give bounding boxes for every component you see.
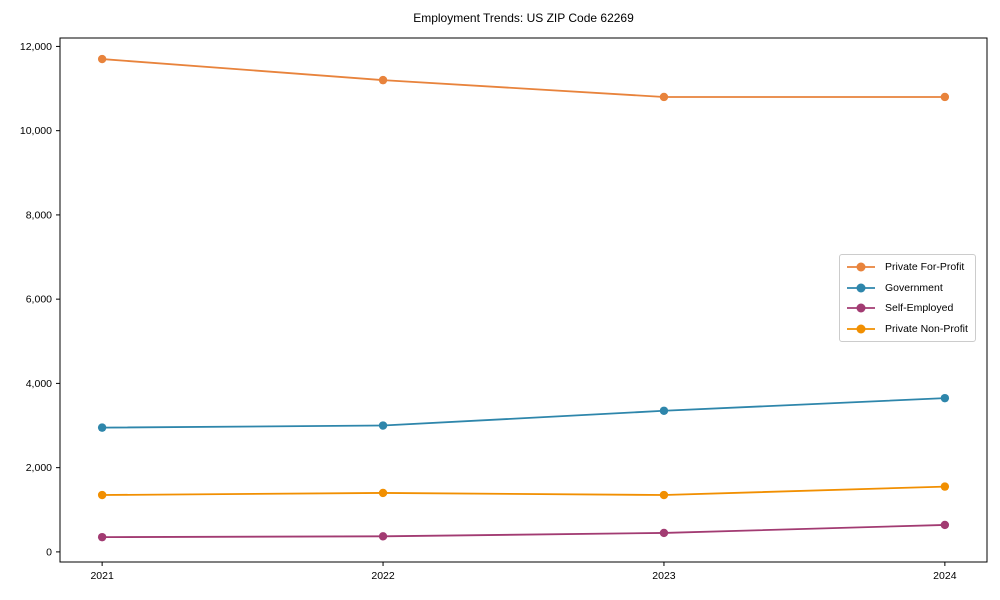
y-axis-tick-label: 4,000	[26, 378, 52, 390]
data-point-self-employed	[940, 520, 950, 530]
legend-label: Private For-Profit	[885, 261, 965, 274]
data-point-self-employed	[378, 532, 388, 541]
y-axis-tick-label: 10,000	[20, 125, 52, 137]
data-point-government	[659, 406, 669, 415]
legend-marker-line-dot-icon	[847, 303, 875, 313]
data-point-private-for-profit	[659, 92, 669, 102]
x-axis-tick-label: 2022	[371, 570, 395, 582]
data-point-private-non-profit	[659, 490, 669, 500]
y-axis-tick-label: 8,000	[26, 209, 52, 221]
series-line-government	[102, 397, 945, 429]
data-point-private-non-profit	[97, 490, 107, 500]
legend-marker-line-dot-icon	[847, 262, 875, 272]
series-line-private-for-profit	[102, 58, 945, 98]
y-axis-tick-label: 12,000	[20, 41, 52, 53]
legend-marker-line-dot-icon	[847, 324, 875, 334]
data-point-government	[97, 423, 107, 432]
data-point-private-non-profit	[940, 482, 950, 491]
legend-label: Private Non-Profit	[885, 322, 968, 335]
data-point-private-for-profit	[378, 75, 388, 85]
chart-title: Employment Trends: US ZIP Code 62269	[413, 11, 634, 25]
data-point-government	[378, 421, 388, 430]
y-axis-tick-label: 0	[46, 546, 52, 558]
data-point-private-for-profit	[97, 54, 107, 64]
data-point-government	[940, 393, 950, 403]
data-point-self-employed	[97, 532, 107, 542]
series-line-private-non-profit	[102, 485, 945, 496]
x-axis-tick-label: 2021	[90, 570, 114, 582]
legend-item-private-for-profit: Private For-Profit	[846, 257, 969, 278]
legend-marker-line-dot-icon	[847, 283, 875, 293]
legend-item-government: Government	[846, 278, 969, 299]
x-axis-tick-label: 2023	[652, 570, 676, 582]
y-axis-tick-label: 6,000	[26, 294, 52, 306]
data-point-private-non-profit	[378, 488, 388, 498]
axes-border	[59, 37, 988, 563]
x-axis-tick-label: 2024	[933, 570, 957, 582]
series-line-self-employed	[102, 524, 945, 539]
legend-label: Government	[885, 281, 943, 294]
y-axis-tick-label: 2,000	[26, 462, 52, 474]
data-point-private-for-profit	[940, 92, 950, 102]
legend-label: Self-Employed	[885, 302, 954, 315]
legend-item-private-non-profit: Private Non-Profit	[846, 319, 969, 340]
data-point-self-employed	[659, 528, 669, 538]
chart-legend: Private For-Profit Government Self-Emplo…	[839, 254, 976, 342]
legend-item-self-employed: Self-Employed	[846, 298, 969, 319]
